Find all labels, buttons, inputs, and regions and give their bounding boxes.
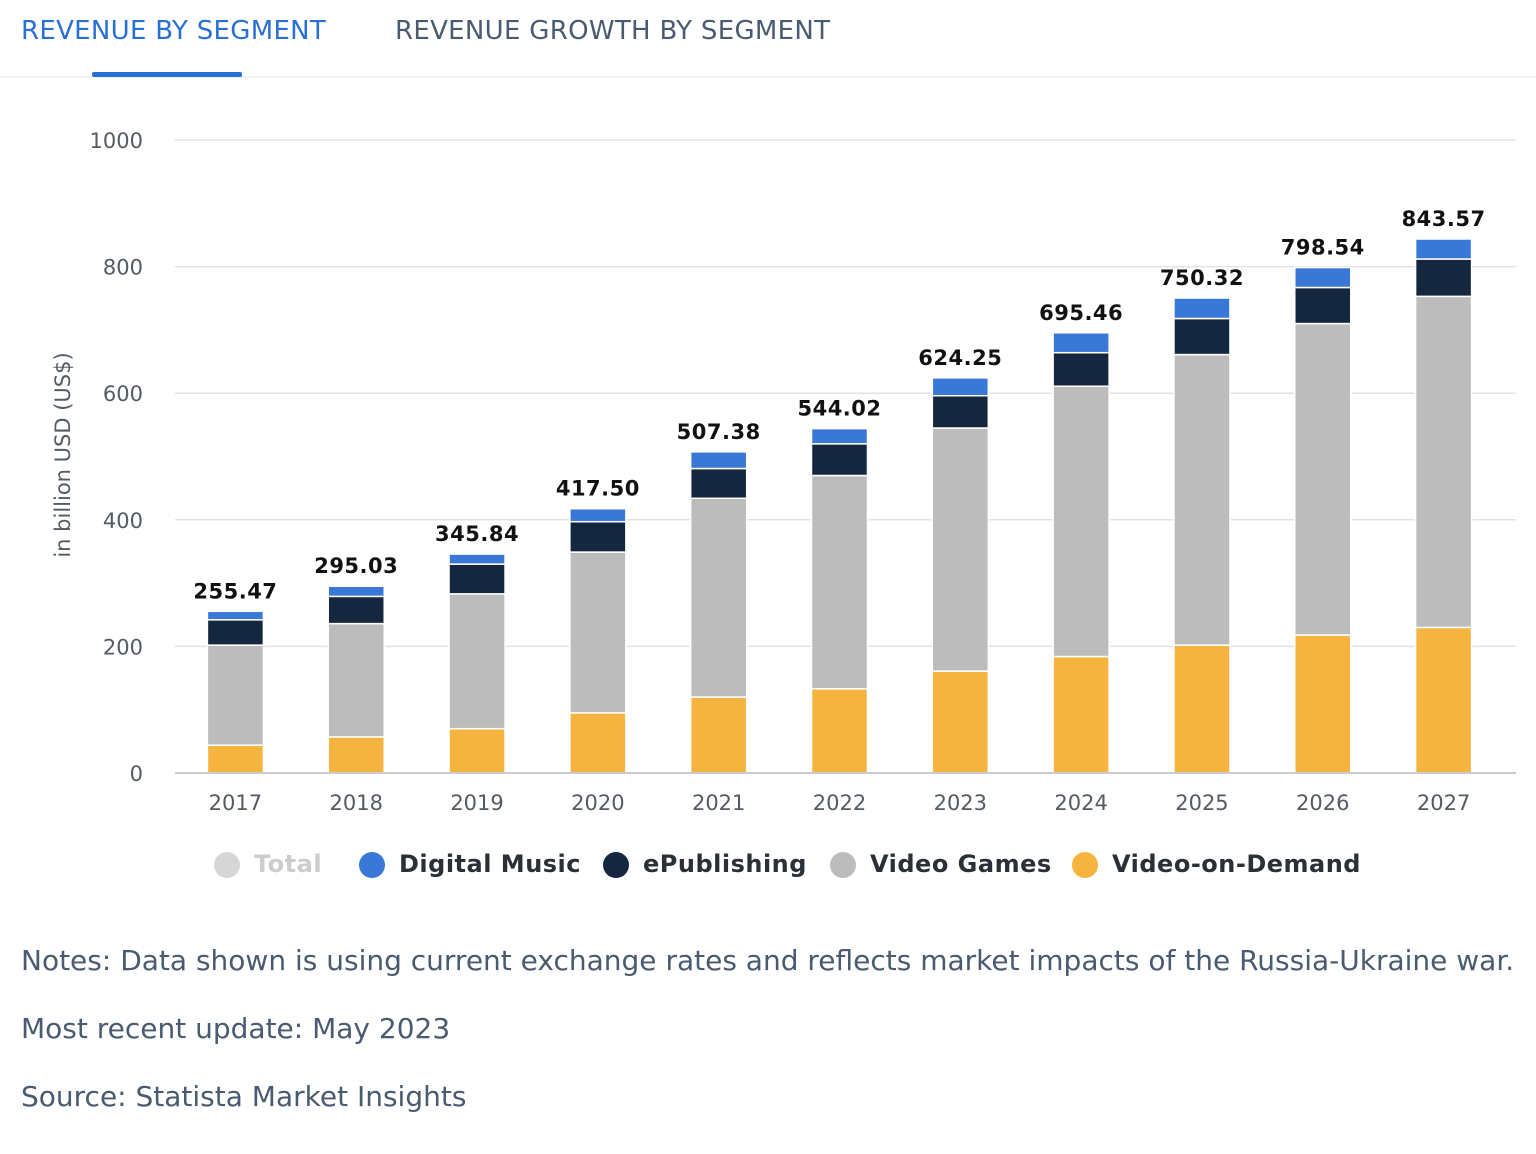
bar-video-games-2019[interactable] xyxy=(448,593,506,730)
active-tab-indicator xyxy=(92,72,242,77)
bar-video-games-2018[interactable] xyxy=(327,622,385,738)
y-tick-label: 400 xyxy=(103,509,143,533)
x-tick-label: 2025 xyxy=(1175,791,1228,815)
bar-video-on-demand-2017[interactable] xyxy=(206,744,265,774)
bar-epublishing-2021[interactable] xyxy=(689,467,748,500)
y-axis-ticks: 0 200 400 600 800 1000 xyxy=(90,129,143,786)
bar-video-games-2020[interactable] xyxy=(569,551,627,714)
total-label: 750.32 xyxy=(1160,266,1244,290)
x-tick-label: 2024 xyxy=(1054,791,1107,815)
tab-revenue-by-segment[interactable]: REVENUE BY SEGMENT xyxy=(21,16,327,46)
bar-epublishing-2018[interactable] xyxy=(327,595,385,625)
source-text: Source: Statista Market Insights xyxy=(21,1080,467,1113)
bar-video-on-demand-2020[interactable] xyxy=(569,712,627,774)
y-tick-label: 800 xyxy=(103,256,143,280)
bar-video-on-demand-2022[interactable] xyxy=(810,688,869,774)
bar-epublishing-2026[interactable] xyxy=(1294,286,1352,325)
y-tick-label: 0 xyxy=(130,762,143,786)
bar-video-on-demand-2027[interactable] xyxy=(1414,626,1473,774)
total-label: 695.46 xyxy=(1039,301,1123,325)
x-tick-label: 2018 xyxy=(330,791,383,815)
legend-label: Digital Music xyxy=(399,850,582,878)
x-tick-label: 2020 xyxy=(571,791,624,815)
bar-video-games-2025[interactable] xyxy=(1173,353,1231,646)
total-label: 507.38 xyxy=(677,420,761,444)
bar-video-on-demand-2023[interactable] xyxy=(931,670,990,774)
bar-video-on-demand-2018[interactable] xyxy=(327,736,385,774)
tab-bar: REVENUE BY SEGMENT REVENUE GROWTH BY SEG… xyxy=(0,0,1536,78)
total-label: 345.84 xyxy=(435,522,519,546)
x-tick-label: 2026 xyxy=(1296,791,1349,815)
bar-digital-music-2021[interactable] xyxy=(689,451,748,470)
x-tick-label: 2017 xyxy=(209,791,262,815)
bar-epublishing-2017[interactable] xyxy=(206,619,265,646)
x-tick-label: 2022 xyxy=(813,791,866,815)
total-label: 544.02 xyxy=(797,397,881,421)
bar-digital-music-2025[interactable] xyxy=(1173,297,1231,320)
grid-lines xyxy=(175,139,1516,648)
notes-text: Notes: Data shown is using current excha… xyxy=(21,944,1515,977)
x-tick-label: 2023 xyxy=(934,791,987,815)
x-tick-label: 2027 xyxy=(1417,791,1470,815)
y-axis-label: in billion USD (US$) xyxy=(51,352,75,557)
bar-digital-music-2017[interactable] xyxy=(206,610,265,621)
y-tick-label: 200 xyxy=(103,635,143,659)
legend-label: ePublishing xyxy=(643,850,807,878)
legend-dot-icon xyxy=(830,852,856,878)
legend-label: Video Games xyxy=(870,850,1052,878)
bar-digital-music-2020[interactable] xyxy=(569,507,627,523)
legend-dot-icon xyxy=(1072,852,1098,878)
bar-video-games-2024[interactable] xyxy=(1052,385,1110,658)
total-label: 798.54 xyxy=(1281,236,1365,260)
bar-epublishing-2027[interactable] xyxy=(1414,258,1473,298)
x-axis-ticks: 2017 2018 2019 2020 2021 2022 2023 2024 2025 2026… xyxy=(209,791,1471,815)
bar-digital-music-2024[interactable] xyxy=(1052,332,1110,354)
total-label: 624.25 xyxy=(918,346,1002,370)
bar-digital-music-2027[interactable] xyxy=(1414,238,1473,260)
bar-epublishing-2020[interactable] xyxy=(569,520,627,553)
bars xyxy=(206,238,1473,774)
total-labels: 255.47 295.03 345.84 417.50 507.38 544.02 624.… xyxy=(193,207,1485,603)
bar-digital-music-2022[interactable] xyxy=(810,427,869,445)
tab-revenue-growth-by-segment[interactable]: REVENUE GROWTH BY SEGMENT xyxy=(395,16,831,46)
bar-digital-music-2026[interactable] xyxy=(1294,266,1352,289)
bar-video-on-demand-2024[interactable] xyxy=(1052,655,1110,774)
bar-epublishing-2023[interactable] xyxy=(931,394,990,429)
bar-video-on-demand-2025[interactable] xyxy=(1173,644,1231,774)
total-label: 843.57 xyxy=(1402,207,1486,231)
chart-legend: Total Digital Music ePublishing Video Games… xyxy=(0,848,1536,884)
bar-video-on-demand-2021[interactable] xyxy=(689,696,748,774)
bar-video-games-2017[interactable] xyxy=(206,644,265,746)
bar-epublishing-2025[interactable] xyxy=(1173,317,1231,356)
bar-video-on-demand-2026[interactable] xyxy=(1294,634,1352,774)
bar-video-games-2027[interactable] xyxy=(1414,295,1473,629)
y-tick-label: 1000 xyxy=(90,129,143,153)
bar-epublishing-2022[interactable] xyxy=(810,443,869,477)
legend-dot-icon xyxy=(214,852,240,878)
bar-video-on-demand-2019[interactable] xyxy=(448,727,506,774)
legend-dot-icon xyxy=(359,852,385,878)
bar-digital-music-2019[interactable] xyxy=(448,553,506,565)
bar-video-games-2021[interactable] xyxy=(689,497,748,698)
legend-label: Total xyxy=(254,850,323,878)
total-label: 295.03 xyxy=(314,554,398,578)
legend-dot-icon xyxy=(603,852,629,878)
total-label: 255.47 xyxy=(193,579,277,603)
bar-video-games-2026[interactable] xyxy=(1294,322,1352,636)
bar-digital-music-2018[interactable] xyxy=(327,585,385,598)
update-text: Most recent update: May 2023 xyxy=(21,1012,451,1045)
total-label: 417.50 xyxy=(556,477,640,501)
bar-epublishing-2019[interactable] xyxy=(448,563,506,595)
bar-video-games-2023[interactable] xyxy=(931,427,990,672)
bar-epublishing-2024[interactable] xyxy=(1052,351,1110,387)
bar-video-games-2022[interactable] xyxy=(810,474,869,690)
x-tick-label: 2021 xyxy=(692,791,745,815)
stacked-bar-chart: 0 200 400 600 800 1000 in billion USD (US$) 2… xyxy=(51,129,1516,815)
legend-label: Video-on-Demand xyxy=(1112,850,1361,878)
bar-digital-music-2023[interactable] xyxy=(931,377,990,397)
y-tick-label: 600 xyxy=(103,382,143,406)
x-tick-label: 2019 xyxy=(450,791,503,815)
